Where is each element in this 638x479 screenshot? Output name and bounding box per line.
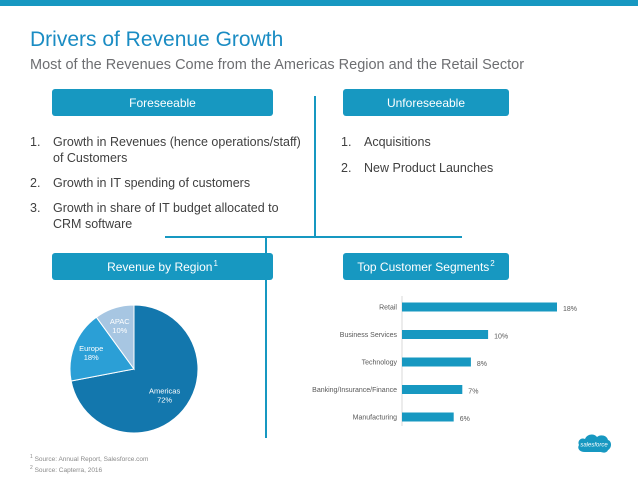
bar-value-label: 6% [460,416,470,423]
footnote-2-marker: 2 [30,465,33,472]
pie-value-americas: 72% [157,395,172,404]
revenue-by-region-header: Revenue by Region 1 [52,253,273,280]
list-item-text: Acquisitions [364,135,431,149]
pie-label-apac: APAC [110,317,130,326]
footnote-1: 1 Source: Annual Report, Salesforce.com [30,453,148,464]
bar-category-label: Business Services [340,332,398,339]
top-customer-segments-label: Top Customer Segments [357,259,490,274]
list-item: 1. Acquisitions [341,134,541,150]
list-item: 2. Growth in IT spending of customers [30,175,305,191]
list-item: 3. Growth in share of IT budget allocate… [30,200,305,232]
list-item-number: 2. [30,176,41,190]
pie-label-americas: Americas [149,386,181,395]
pie-slice-apac [95,304,135,371]
pie-slice-europe [69,316,135,382]
pie-value-europe: 18% [84,353,99,362]
list-item-text: Growth in IT spending of customers [53,176,251,190]
unforeseeable-header-label: Unforeseeable [386,95,466,110]
page-title: Drivers of Revenue Growth [30,28,284,51]
vertical-divider-bottom [265,236,267,438]
top-customer-segments-header: Top Customer Segments 2 [343,253,509,280]
foreseeable-list: 1. Growth in Revenues (hence operations/… [30,134,305,232]
logo-text: salesforce [580,443,608,449]
bar-category-label: Retail [379,305,397,312]
footnote-1-marker: 1 [30,454,33,460]
bar-value-label: 8% [477,361,487,368]
bar-1 [402,330,489,339]
bar-category-label: Banking/Insurance/Finance [312,387,397,394]
bar-0 [402,302,557,312]
revenue-by-region-label: Revenue by Region [107,259,213,274]
bar-value-label: 7% [468,389,478,396]
footnote-ref-2: 2 [490,259,495,268]
list-item-text: Growth in Revenues (hence operations/sta… [53,135,301,165]
list-item-number: 1. [30,135,41,149]
page-subtitle: Most of the Revenues Come from the Ameri… [30,57,525,73]
vertical-divider-top [314,96,316,238]
list-item-number: 3. [30,201,41,215]
foreseeable-header: Foreseeable [52,89,273,116]
bar-3 [402,385,463,394]
bar-category-label: Manufacturing [353,415,397,422]
pie-label-europe: Europe [79,344,103,353]
horizontal-divider [165,236,462,238]
list-item: 1. Growth in Revenues (hence operations/… [30,134,305,166]
bar-2 [402,357,471,367]
bar-category-label: Technology [362,360,398,367]
footnotes: 1 Source: Annual Report, Salesforce.com … [30,453,148,475]
bar-4 [402,412,454,422]
segments-bar-chart: Retail 18% Business Services 10% Technology 8… [312,296,577,426]
list-item-text: New Product Launches [364,161,494,175]
unforeseeable-header: Unforeseeable [343,89,509,116]
bar-value-label: 18% [563,306,577,313]
top-accent-bar [0,0,638,6]
footnote-2: 2 Source: Capterra, 2016 [30,464,148,475]
footnote-1-text: Source: Annual Report, Salesforce.com [34,456,149,464]
footnote-2-text: Source: Capterra, 2016 [34,467,103,475]
foreseeable-header-label: Foreseeable [129,95,196,110]
list-item: 2. New Product Launches [341,160,541,176]
list-item-text: Growth in share of IT budget allocated t… [53,201,279,231]
list-item-number: 1. [341,135,352,149]
list-item-number: 2. [341,161,352,175]
bar-value-label: 10% [494,334,508,341]
salesforce-logo: salesforce [578,434,611,453]
footnote-ref-1: 1 [213,259,218,268]
pie-value-apac: 10% [112,326,127,335]
unforeseeable-list: 1. Acquisitions 2. New Product Launches [341,134,541,176]
